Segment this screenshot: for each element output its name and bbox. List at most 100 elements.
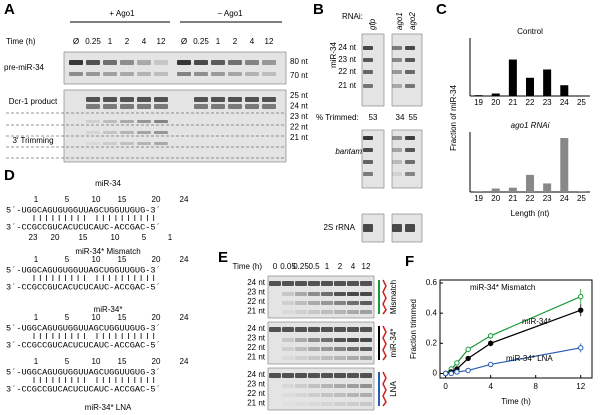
label: 23 nt <box>338 55 357 64</box>
gel <box>63 51 287 85</box>
gel-band <box>363 136 373 140</box>
label: 25 nt <box>290 91 309 100</box>
gel-band <box>392 172 402 176</box>
data-point <box>442 370 449 377</box>
gel-band <box>103 97 117 102</box>
label: 3´-CCGCCGUCACUCUCAUC-ACCGAC-5´ <box>6 222 161 232</box>
lane-label: gfp <box>368 18 377 30</box>
label: 3´-CCGCCGUCACUCUCAUC-ACCGAC-5´ <box>6 282 161 292</box>
position-number: 1 <box>34 357 39 366</box>
position-number: 10 <box>92 195 101 204</box>
gel-band <box>321 292 333 296</box>
label: 5´-UGGCAGUGUGGUUAGCUGGUUGUG-3´ <box>6 265 161 275</box>
position-number: 15 <box>118 357 127 366</box>
gel-band <box>405 136 415 140</box>
label: bantam <box>335 147 362 156</box>
gel-band <box>334 373 346 378</box>
gel-band <box>308 393 320 397</box>
position-number: 10 <box>92 255 101 264</box>
gel-band <box>405 84 415 88</box>
gel-band <box>137 131 151 134</box>
gel-band <box>295 292 307 296</box>
gel-band <box>245 60 259 65</box>
position-number: 5 <box>65 195 70 204</box>
gel-band <box>360 402 372 406</box>
label: 80 nt <box>290 57 309 66</box>
gel-band <box>405 160 415 164</box>
gel-band <box>347 384 359 388</box>
x-tick-label: 4 <box>488 382 493 391</box>
gel-band <box>347 301 359 305</box>
gel-band <box>321 310 333 314</box>
panel-label: C <box>436 1 447 18</box>
bar <box>560 138 569 192</box>
gel-band <box>295 384 307 388</box>
plot-frame <box>439 279 593 379</box>
chart-title: Control <box>517 27 543 36</box>
gel-band <box>308 301 320 305</box>
position-number: 15 <box>118 255 127 264</box>
data-point <box>465 367 471 374</box>
gel-band <box>211 104 225 109</box>
gel-band <box>103 104 117 109</box>
position-number: 10 <box>92 313 101 322</box>
position-number: 20 <box>51 233 60 242</box>
gel-band <box>194 104 208 109</box>
bar <box>543 183 552 192</box>
gel-band <box>262 60 276 65</box>
chart-title: ago1 RNAi <box>511 121 550 130</box>
gel-band <box>282 338 294 342</box>
gel-band <box>360 347 372 351</box>
gel-band <box>245 104 259 109</box>
y-tick-label: 0.2 <box>426 338 438 347</box>
gel-band <box>321 301 333 305</box>
strand <box>382 279 387 315</box>
gel-band <box>360 310 372 314</box>
label: 55 <box>409 113 418 122</box>
position-number: 1 <box>34 195 39 204</box>
gel-band <box>245 72 259 76</box>
gel-band <box>154 97 168 102</box>
x-tick-label: 8 <box>533 382 538 391</box>
gel-band <box>295 281 307 286</box>
label: 22 nt <box>338 67 357 76</box>
gel-band <box>308 338 320 342</box>
gel-band <box>347 338 359 342</box>
label: 70 nt <box>290 71 309 80</box>
position-number: 15 <box>118 195 127 204</box>
y-tick-label: 0.6 <box>426 278 438 287</box>
label: 5´-UGGCAGUGUGGUUAGCUGGUUGUG-3´ <box>6 205 161 215</box>
data-point <box>487 361 494 368</box>
gel-band <box>154 60 168 65</box>
bar <box>508 187 517 192</box>
label: 3´-CCGCCGUCACUCUCAUC-ACCGAC-5´ <box>6 384 161 394</box>
data-point <box>578 293 584 300</box>
x-tick-label: 20 <box>491 98 500 107</box>
gel-band <box>321 327 333 332</box>
gel-band <box>363 148 373 152</box>
bar <box>577 191 586 192</box>
label: 2S rRNA <box>323 223 355 232</box>
gel-band <box>103 120 117 123</box>
gel-band <box>360 327 372 332</box>
label: miR-34 <box>329 42 338 68</box>
panel-label: F <box>405 253 414 270</box>
lane-label: 1 <box>216 37 221 46</box>
gel-band <box>211 72 225 76</box>
gel-band <box>282 301 294 305</box>
gel-band <box>405 172 415 176</box>
data-point <box>578 345 584 351</box>
gel-band <box>308 384 320 388</box>
lane-label: 12 <box>157 37 166 46</box>
gel-band <box>363 84 373 88</box>
gel-band <box>308 281 320 286</box>
x-tick-label: 22 <box>526 194 535 203</box>
label: 53 <box>369 113 378 122</box>
x-tick-label: 21 <box>508 98 517 107</box>
gel-band <box>137 142 151 145</box>
data-point <box>454 360 460 366</box>
gel-band <box>334 384 346 388</box>
gel-band <box>120 142 134 145</box>
y-tick-label: 0.4 <box>426 308 438 317</box>
